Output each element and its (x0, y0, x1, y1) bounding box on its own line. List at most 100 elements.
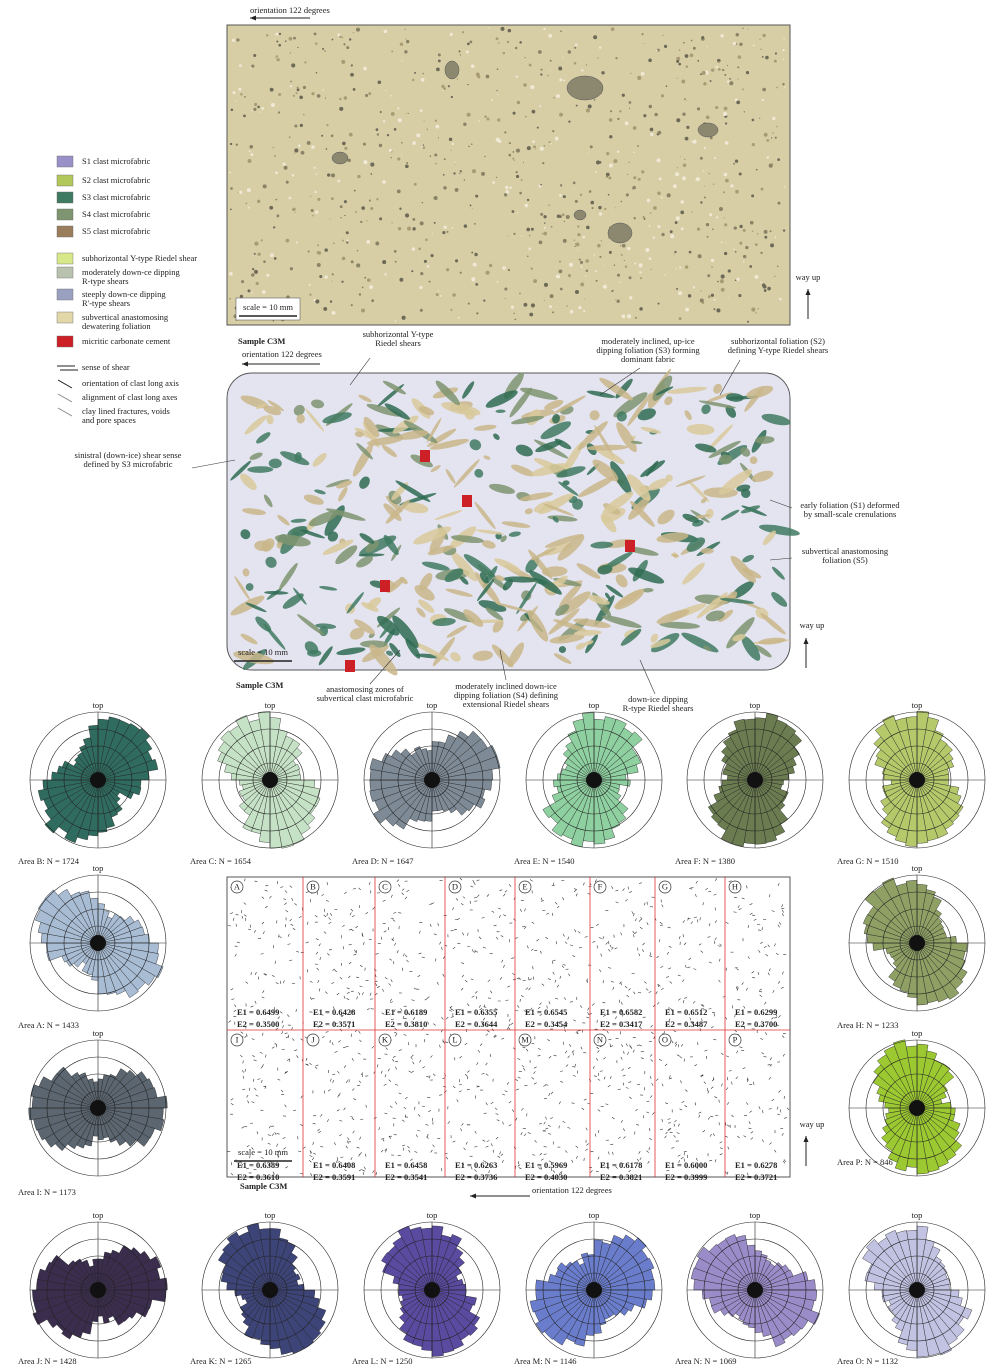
clast-axis (343, 1107, 346, 1111)
clast-axis (398, 1092, 402, 1095)
grain (240, 93, 243, 96)
clast-axis (461, 962, 465, 964)
rose-petal (754, 1289, 820, 1325)
clast-axis (230, 1098, 234, 1101)
grain (760, 281, 762, 284)
grain (624, 121, 629, 126)
fabric-element (751, 470, 774, 482)
grain (685, 65, 689, 68)
clast-axis (772, 989, 775, 993)
clast-axis (669, 981, 673, 984)
rose-petal (866, 1239, 918, 1291)
clast-axis (263, 973, 267, 976)
grain (676, 77, 678, 79)
grain (275, 56, 277, 58)
grain (475, 72, 480, 77)
grain (723, 106, 728, 111)
clast-axis (389, 958, 393, 961)
grain (350, 304, 353, 307)
grain (502, 51, 506, 55)
fabric-element (657, 509, 675, 525)
rose-center (90, 1100, 106, 1116)
grain (628, 107, 631, 109)
clast-axis (363, 1166, 366, 1170)
grain (516, 212, 518, 214)
grain (420, 271, 424, 276)
clast-axis (343, 1065, 347, 1068)
grain (472, 262, 477, 267)
fabric-element (650, 638, 671, 648)
legend-swatch (56, 266, 74, 279)
clast-axis (390, 1001, 394, 1003)
rose-petal (44, 779, 99, 834)
clast-axis (735, 985, 738, 989)
fabric-element (277, 514, 290, 526)
grain (772, 132, 774, 134)
clast-axis (335, 1159, 338, 1163)
clast-axis (668, 1077, 673, 1080)
fabric-element (577, 421, 608, 451)
clast-axis (350, 1157, 353, 1161)
grain (574, 199, 578, 203)
grain (697, 254, 702, 259)
clast-axis (384, 1112, 388, 1115)
clast-axis (275, 1027, 279, 1030)
grain (462, 31, 465, 34)
clast-axis (234, 1004, 237, 1008)
grain (590, 200, 595, 205)
grain (430, 254, 434, 258)
grain (382, 180, 386, 184)
clast-axis (401, 892, 404, 896)
grain (322, 88, 324, 91)
clast-axis (572, 955, 576, 957)
clast-axis (473, 882, 476, 885)
grain (414, 71, 417, 74)
clast-axis (256, 1131, 259, 1135)
legend-label: moderately down-ce dipping (82, 267, 180, 277)
grain (692, 139, 697, 144)
clast-axis (515, 1010, 519, 1012)
fabric-element (540, 421, 572, 440)
grain (752, 44, 755, 47)
grain (249, 144, 254, 149)
grain (732, 41, 736, 46)
cell-e1: E1 = 0.6512 (665, 1007, 707, 1017)
clast-axis (407, 1145, 410, 1149)
annotation: subvertical clast microfabric (317, 693, 414, 703)
grain (540, 73, 543, 76)
grain (361, 286, 364, 289)
clast-axis (482, 1017, 486, 1021)
fabric-element (311, 399, 325, 409)
clast-axis (232, 917, 235, 921)
clast-axis (625, 1087, 629, 1089)
clast-axis (495, 1136, 499, 1140)
grain (653, 206, 657, 210)
grain (247, 289, 251, 293)
rose-petal (97, 779, 134, 800)
rose-caption: Area B: N = 1724 (18, 856, 80, 866)
clast-axis (374, 992, 378, 996)
clast-axis (243, 914, 247, 917)
grain (776, 125, 778, 128)
grain (488, 263, 493, 268)
grain (298, 144, 301, 148)
clast-axis (314, 915, 318, 918)
clast-axis (481, 1073, 485, 1075)
clast-axis (236, 941, 240, 944)
grain (361, 206, 365, 210)
clast-axis (348, 1021, 351, 1025)
clast-axis (326, 913, 328, 917)
grain (660, 94, 665, 98)
grain (316, 244, 319, 247)
grain (261, 107, 265, 110)
clast-axis (392, 1055, 396, 1058)
clast-axis (482, 946, 486, 949)
grain (706, 46, 708, 48)
grain (712, 183, 715, 185)
grain (784, 86, 786, 88)
clast-axis (522, 1046, 526, 1049)
clast-axis (482, 1160, 487, 1162)
fabric-element (656, 609, 690, 624)
grain (471, 169, 477, 174)
fabric-element (443, 608, 475, 623)
